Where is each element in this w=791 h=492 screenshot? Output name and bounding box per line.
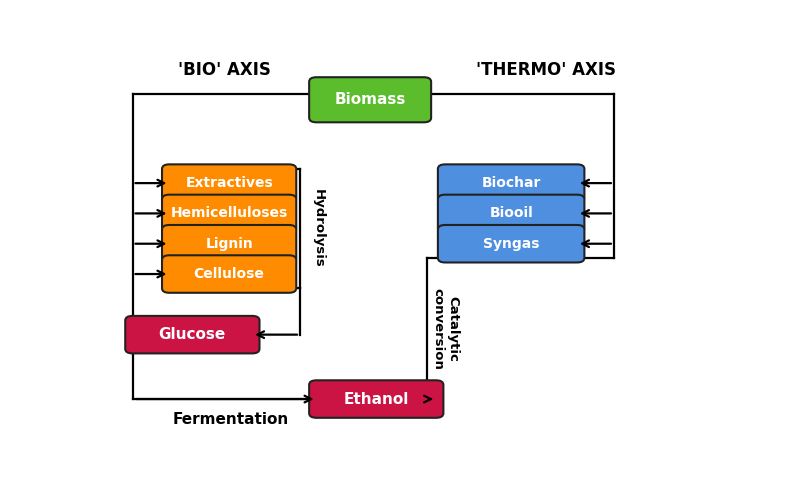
FancyBboxPatch shape	[438, 195, 585, 232]
Text: Hemicelluloses: Hemicelluloses	[171, 207, 288, 220]
FancyBboxPatch shape	[309, 380, 444, 418]
FancyBboxPatch shape	[162, 255, 297, 293]
Text: Cellulose: Cellulose	[194, 267, 264, 281]
FancyBboxPatch shape	[309, 77, 431, 123]
Text: Catalytic
conversion: Catalytic conversion	[431, 287, 460, 369]
Text: Biooil: Biooil	[490, 207, 533, 220]
Text: Biochar: Biochar	[482, 176, 541, 190]
FancyBboxPatch shape	[438, 164, 585, 202]
Text: Lignin: Lignin	[206, 237, 253, 251]
FancyBboxPatch shape	[125, 316, 259, 353]
Text: Ethanol: Ethanol	[343, 392, 409, 406]
FancyBboxPatch shape	[438, 225, 585, 262]
Text: Glucose: Glucose	[159, 327, 226, 342]
Text: 'THERMO' AXIS: 'THERMO' AXIS	[476, 62, 616, 79]
Text: Fermentation: Fermentation	[172, 412, 289, 428]
Text: Hydrolysis: Hydrolysis	[312, 189, 325, 268]
Text: Syngas: Syngas	[483, 237, 539, 251]
Text: Biomass: Biomass	[335, 92, 406, 107]
FancyBboxPatch shape	[162, 195, 297, 232]
FancyBboxPatch shape	[162, 225, 297, 262]
FancyBboxPatch shape	[162, 164, 297, 202]
Text: 'BIO' AXIS: 'BIO' AXIS	[178, 62, 271, 79]
Text: Extractives: Extractives	[185, 176, 273, 190]
